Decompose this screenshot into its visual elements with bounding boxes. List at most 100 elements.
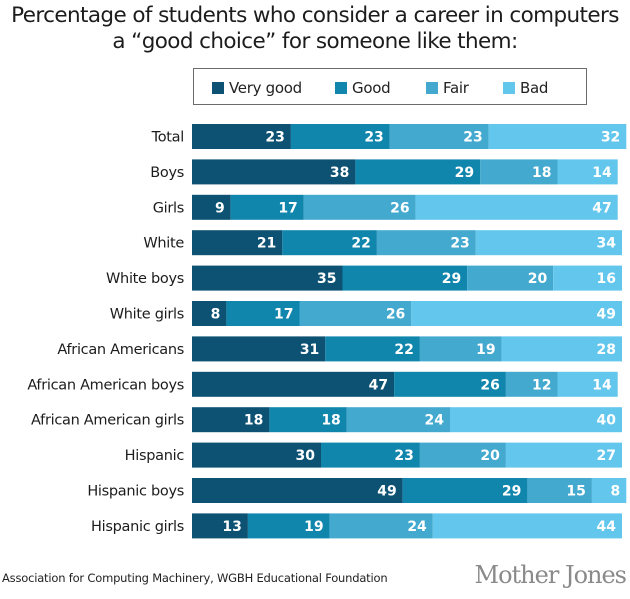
bar-segment-bad <box>450 407 622 433</box>
value-label: 47 <box>369 377 388 393</box>
bar-row-hispanic-girls: Hispanic girls 13 19 24 44 <box>91 513 622 539</box>
bar-segment-very-good <box>192 159 356 185</box>
bar-segment-good <box>282 230 377 256</box>
value-label: 26 <box>386 307 405 323</box>
value-label: 34 <box>597 236 617 252</box>
chart-title-line-1: Percentage of students who consider a ca… <box>11 3 619 28</box>
value-label: 18 <box>321 413 340 429</box>
bar-segment-very-good <box>192 407 270 433</box>
bar-segment-bad <box>415 194 618 220</box>
value-label: 31 <box>300 342 319 358</box>
bar-row-white: White 21 22 23 34 <box>143 230 622 256</box>
value-label: 19 <box>304 519 323 535</box>
bar-segment-good <box>402 478 528 503</box>
bar-row-african-american-boys: African American boys 47 26 12 14 <box>27 371 618 397</box>
bar-segment-bad <box>553 265 622 291</box>
value-label: 9 <box>215 200 225 216</box>
category-label: White boys <box>106 271 184 287</box>
bar-segment-fair <box>389 124 489 149</box>
bar-segment-fair <box>467 265 554 291</box>
bar-row-boys: Boys 38 29 18 14 <box>150 159 618 185</box>
bar-row-girls: Girls 9 17 26 47 <box>153 194 618 220</box>
value-label: 32 <box>601 130 620 146</box>
legend-item-very-good: Very good <box>212 69 302 106</box>
value-label: 17 <box>274 307 293 323</box>
bar-segment-good <box>290 124 390 149</box>
value-label: 23 <box>394 448 413 464</box>
bar-segment-bad <box>557 371 618 397</box>
category-label: White girls <box>110 307 184 323</box>
bar-segment-very-good <box>192 371 395 397</box>
legend: Very good Good Fair Bad <box>193 68 587 105</box>
bar-segment-very-good <box>192 478 403 503</box>
value-label: 18 <box>244 413 263 429</box>
value-label: 26 <box>480 377 499 393</box>
category-label: Total <box>151 130 184 146</box>
category-label: Hispanic <box>125 448 185 464</box>
bar-segment-very-good <box>192 230 283 256</box>
bar-segment-very-good <box>192 301 227 326</box>
bar-segment-very-good <box>192 442 321 468</box>
value-label: 29 <box>502 484 521 500</box>
value-label: 22 <box>351 236 370 252</box>
bar-row-total: Total 23 23 23 32 <box>151 124 627 149</box>
category-label: White <box>143 236 184 252</box>
value-label: 19 <box>476 342 495 358</box>
value-label: 22 <box>394 342 413 358</box>
bar-segment-good <box>226 301 300 326</box>
bar-segment-bad <box>557 159 618 185</box>
bar-segment-very-good <box>192 336 326 362</box>
value-label: 26 <box>390 200 409 216</box>
legend-item-good: Good <box>335 69 391 106</box>
value-label: 13 <box>222 519 241 535</box>
legend-label: Very good <box>229 78 302 97</box>
value-label: 18 <box>532 165 551 181</box>
bar-segment-bad <box>488 124 627 149</box>
bar-row-hispanic-boys: Hispanic boys 49 29 15 8 <box>87 478 627 503</box>
value-label: 15 <box>566 484 585 500</box>
value-label: 47 <box>592 200 611 216</box>
bar-segment-fair <box>480 159 558 185</box>
value-label: 27 <box>597 448 616 464</box>
value-label: 23 <box>450 236 469 252</box>
bar-segment-bad <box>411 301 622 326</box>
bar-segment-good <box>325 336 420 362</box>
value-label: 29 <box>455 165 474 181</box>
bar-row-african-american-girls: African American girls 18 18 24 40 <box>31 407 622 433</box>
chart-title-line-2: a “good choice” for someone like them: <box>112 29 518 54</box>
value-label: 16 <box>597 271 616 287</box>
legend-item-bad: Bad <box>503 69 548 106</box>
bar-row-white-girls: White girls 8 17 26 49 <box>110 301 622 326</box>
legend-label: Bad <box>520 78 549 97</box>
bar-segment-fair <box>505 371 558 397</box>
legend-swatch-fair <box>426 81 438 94</box>
value-label: 20 <box>480 448 500 464</box>
bar-segment-good <box>230 194 304 220</box>
bar-segment-fair <box>419 442 506 468</box>
value-label: 29 <box>442 271 461 287</box>
bar-segment-bad <box>591 478 627 503</box>
bar-row-hispanic: Hispanic 30 23 20 27 <box>125 442 622 468</box>
value-label: 24 <box>407 519 427 535</box>
value-label: 49 <box>377 484 396 500</box>
value-label: 38 <box>330 165 349 181</box>
bar-segment-fair <box>299 301 412 326</box>
value-label: 8 <box>611 484 621 500</box>
bar-segment-good <box>394 371 506 397</box>
bar-row-african-americans: African Americans 31 22 19 28 <box>57 336 622 362</box>
legend-label: Fair <box>443 78 469 97</box>
value-label: 49 <box>597 307 616 323</box>
bar-segment-bad <box>501 336 622 362</box>
bar-segment-good <box>355 159 481 185</box>
value-label: 14 <box>592 165 612 181</box>
bar-segment-good <box>247 513 330 539</box>
value-label: 23 <box>364 130 383 146</box>
category-label: Boys <box>150 165 184 181</box>
value-label: 20 <box>528 271 548 287</box>
value-label: 21 <box>257 236 276 252</box>
source-credit: Association for Computing Machinery, WGB… <box>2 571 388 585</box>
bar-segment-good <box>321 442 420 468</box>
bar-segment-good <box>269 407 347 433</box>
category-label: Hispanic boys <box>87 484 184 500</box>
